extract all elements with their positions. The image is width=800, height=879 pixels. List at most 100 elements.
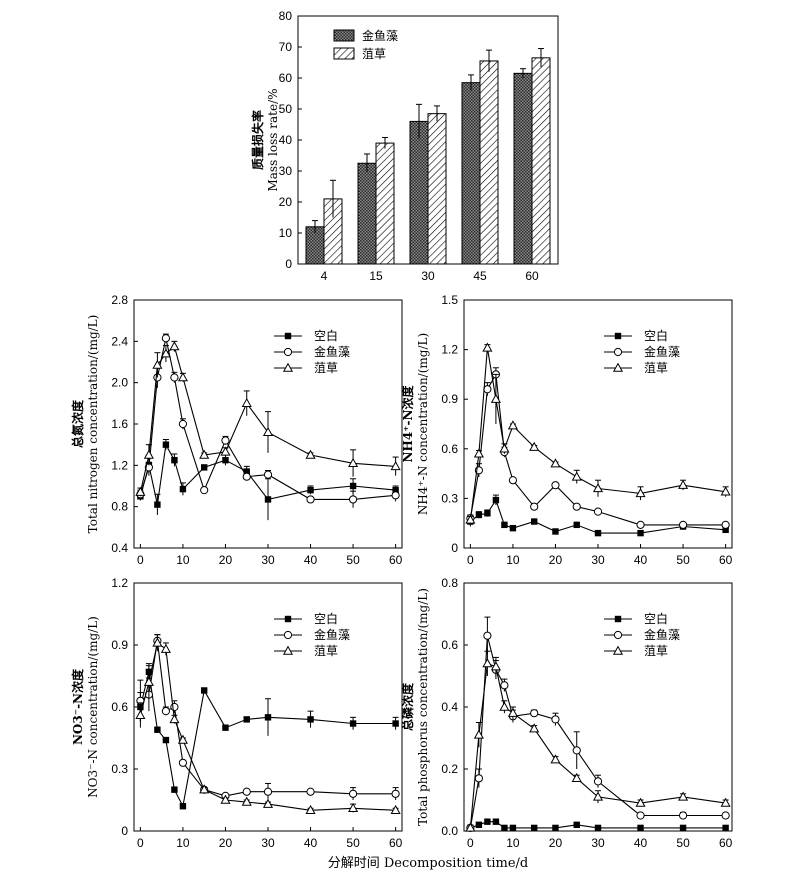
no3-point-s0-12 bbox=[392, 720, 399, 727]
no3-point-s1-8 bbox=[242, 787, 251, 796]
tp-point-s1-11 bbox=[678, 811, 688, 820]
mass-ytick-label-8: 80 bbox=[279, 9, 293, 23]
nh4-point-s2-9 bbox=[592, 483, 604, 493]
tn-xtick-label-4: 40 bbox=[304, 553, 318, 567]
no3-point-s0-8 bbox=[243, 716, 250, 723]
tp-point-s0-10 bbox=[637, 824, 644, 832]
no3-point-s1-10 bbox=[306, 787, 315, 796]
nh4-xtick-label-5: 50 bbox=[676, 553, 690, 567]
tn-legend-label-1: 金鱼藻 bbox=[314, 344, 350, 359]
tp-point-s1-9 bbox=[593, 777, 603, 786]
tn-point-s2-12 bbox=[390, 460, 401, 471]
tn-point-s2-4 bbox=[169, 341, 180, 351]
tp-legend-label-0: 空白 bbox=[644, 611, 668, 626]
no3-point-s1-11 bbox=[348, 789, 358, 798]
no3-point-s2-0 bbox=[135, 709, 146, 719]
tp-point-s1-6 bbox=[530, 709, 539, 718]
tp-point-s0-6 bbox=[530, 824, 538, 832]
tn-point-s0-5 bbox=[179, 485, 187, 493]
nh4-point-s1-11 bbox=[678, 520, 688, 529]
mass-legend-label-1: 菹草 bbox=[362, 47, 386, 61]
tp-xtick-label-0: 0 bbox=[467, 836, 474, 850]
nh4-point-s1-8 bbox=[572, 502, 581, 511]
tp-xtick-label-2: 20 bbox=[549, 836, 563, 850]
no3-xtick-label-5: 50 bbox=[346, 836, 360, 850]
tn-point-s0-11 bbox=[349, 482, 357, 490]
tp-point-s2-6 bbox=[529, 723, 540, 733]
tp-legend-marker-1 bbox=[613, 630, 623, 640]
tp-point-s2-1 bbox=[473, 729, 484, 739]
tp-legend-label-2: 菹草 bbox=[644, 644, 668, 658]
no3-legend-label-2: 菹草 bbox=[314, 644, 338, 658]
no3-point-s1-5 bbox=[178, 758, 188, 767]
tn-point-s0-10 bbox=[307, 486, 314, 494]
tp-line-s2 bbox=[469, 662, 726, 828]
tn-point-s2-6 bbox=[199, 449, 210, 459]
no3-point-s2-6 bbox=[199, 784, 210, 794]
nh4-legend-marker-2 bbox=[612, 362, 624, 372]
tn-point-s0-8 bbox=[243, 468, 250, 475]
nh4-point-s2-8 bbox=[571, 471, 582, 481]
mass-xtick-label-4: 60 bbox=[525, 269, 539, 283]
tn-point-s2-11 bbox=[348, 457, 359, 467]
no3-point-s0-5 bbox=[179, 803, 187, 810]
tp-point-s2-3 bbox=[490, 661, 501, 671]
tn-point-s1-4 bbox=[170, 373, 179, 382]
tn-point-s2-1 bbox=[143, 449, 154, 459]
mass-ytick-label-5: 50 bbox=[279, 102, 293, 116]
nh4-point-s1-12 bbox=[721, 520, 730, 529]
no3-ytick-label-4: 1.2 bbox=[111, 576, 128, 590]
tp-xtick-label-1: 10 bbox=[506, 836, 520, 850]
nh4-point-s0-3 bbox=[492, 496, 500, 504]
shared-x-axis-label: 分解时间 Decomposition time/d bbox=[328, 856, 528, 871]
nh4-point-s0-9 bbox=[594, 529, 602, 537]
no3-point-s2-7 bbox=[220, 794, 231, 804]
nh4-point-s0-6 bbox=[530, 518, 538, 525]
tp-point-s0-3 bbox=[492, 818, 500, 825]
tp-point-s0-7 bbox=[552, 824, 559, 832]
tp-chart: 0.0 0.2 0.4 0.6 0.8 总磷浓度 Total phosphorus conc… bbox=[400, 576, 733, 850]
tn-xtick-label-6: 60 bbox=[389, 553, 403, 567]
nh4-xtick-label-0: 0 bbox=[467, 553, 474, 567]
no3-point-s0-6 bbox=[200, 687, 208, 694]
tn-legend-label-2: 菹草 bbox=[314, 361, 338, 375]
nh4-point-s2-5 bbox=[507, 420, 518, 430]
no3-legend-label-1: 金鱼藻 bbox=[314, 627, 350, 642]
no3-point-s2-3 bbox=[160, 643, 171, 653]
mass-bar-s0-2 bbox=[409, 120, 429, 265]
no3-legend-label-0: 空白 bbox=[314, 611, 338, 626]
tp-point-s0-12 bbox=[722, 824, 729, 832]
nh4-point-s1-7 bbox=[551, 481, 560, 490]
tn-point-s1-5 bbox=[178, 419, 188, 429]
mass-ytick-label-3: 30 bbox=[279, 164, 293, 178]
mass-bar-s0-1 bbox=[357, 162, 377, 265]
mass-ytick-label-7: 70 bbox=[279, 40, 293, 54]
no3-point-s2-12 bbox=[390, 804, 401, 815]
tn-ytick-label-5: 2.4 bbox=[111, 334, 128, 348]
nh4-point-s0-8 bbox=[573, 521, 580, 529]
no3-point-s0-11 bbox=[349, 720, 357, 727]
mass-ytick-label-2: 20 bbox=[279, 195, 293, 209]
nh4-ytick-label-4: 1.2 bbox=[441, 343, 458, 357]
mass-ytick-label-6: 60 bbox=[279, 71, 293, 85]
tp-ylabel-en: Total phosphorus concentration/(mg/L) bbox=[416, 588, 430, 826]
tp-ytick-label-3: 0.6 bbox=[441, 638, 458, 652]
tn-point-s2-7 bbox=[220, 446, 231, 456]
tp-xtick-label-5: 50 bbox=[676, 836, 690, 850]
nh4-ytick-label-0: 0 bbox=[451, 541, 458, 555]
no3-ytick-label-2: 0.6 bbox=[111, 700, 128, 714]
tp-point-s0-5 bbox=[509, 824, 517, 832]
nh4-xtick-label-4: 40 bbox=[634, 553, 648, 567]
tn-xtick-label-2: 20 bbox=[219, 553, 233, 567]
no3-xtick-label-1: 10 bbox=[176, 836, 190, 850]
no3-xtick-label-3: 30 bbox=[261, 836, 275, 850]
nh4-point-s2-10 bbox=[635, 488, 646, 498]
nh4-point-s2-1 bbox=[473, 448, 484, 458]
no3-chart: 0 0.3 0.6 0.9 1.2 NO3⁻-N浓度 NO3⁻-N concentratio… bbox=[70, 576, 403, 850]
nh4-ytick-label-5: 1.5 bbox=[441, 293, 458, 307]
no3-xtick-label-4: 40 bbox=[304, 836, 318, 850]
no3-point-s0-4 bbox=[171, 786, 178, 793]
tp-point-s1-1 bbox=[474, 774, 483, 783]
nh4-xtick-label-6: 60 bbox=[719, 553, 733, 567]
